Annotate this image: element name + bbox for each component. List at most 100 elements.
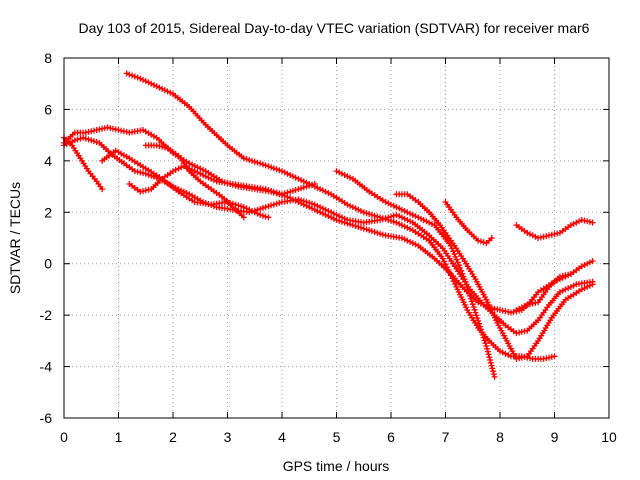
data-point <box>502 350 509 357</box>
data-point <box>289 187 296 194</box>
data-point <box>473 312 480 319</box>
data-point <box>161 87 168 94</box>
series-markers <box>123 70 558 362</box>
data-point <box>355 223 362 230</box>
data-point <box>379 216 386 223</box>
data-point <box>537 234 544 241</box>
data-point <box>374 229 381 236</box>
data-point <box>487 359 494 366</box>
data-point <box>289 173 296 180</box>
data-point <box>246 157 253 163</box>
data-series <box>61 70 596 380</box>
data-point <box>314 202 321 209</box>
data-point <box>529 232 536 239</box>
data-point <box>273 189 280 196</box>
series-markers <box>61 124 574 316</box>
series-track-9 <box>393 191 596 362</box>
data-point <box>546 354 553 361</box>
data-point <box>344 201 351 208</box>
data-point <box>336 169 343 176</box>
data-point <box>336 213 343 220</box>
data-point <box>366 211 373 217</box>
data-point <box>287 188 294 195</box>
data-point <box>578 286 585 293</box>
data-point <box>200 166 206 173</box>
data-point <box>507 309 514 316</box>
data-point <box>170 168 176 175</box>
data-point <box>451 251 458 258</box>
data-point <box>254 159 261 166</box>
data-point <box>491 305 498 312</box>
data-point <box>295 196 302 203</box>
data-point <box>404 209 411 216</box>
y-tick-label: -2 <box>40 307 53 323</box>
data-point <box>543 233 550 240</box>
data-point <box>570 220 577 227</box>
data-point <box>491 373 498 380</box>
data-point <box>488 235 495 241</box>
data-point <box>205 174 212 181</box>
data-point <box>401 223 408 230</box>
data-point <box>123 70 130 77</box>
data-point <box>529 300 536 307</box>
data-point <box>186 160 193 167</box>
data-point <box>527 231 533 238</box>
data-point <box>459 270 466 277</box>
data-point <box>349 204 356 211</box>
data-point <box>328 209 335 216</box>
data-point <box>197 165 204 172</box>
data-point <box>243 205 250 212</box>
data-point <box>262 162 269 169</box>
data-point <box>131 73 138 80</box>
data-point <box>401 215 408 222</box>
data-point <box>110 125 116 132</box>
data-point <box>347 202 354 209</box>
data-point <box>189 161 196 168</box>
data-point <box>385 200 392 207</box>
data-point <box>452 253 459 260</box>
data-point <box>371 212 378 219</box>
data-point <box>314 208 321 214</box>
data-point <box>562 272 569 279</box>
data-point <box>428 220 435 227</box>
data-point <box>251 158 258 165</box>
data-point <box>363 226 370 233</box>
chart-title: Day 103 of 2015, Sidereal Day-to-day VTE… <box>79 20 590 36</box>
x-tick-label: 5 <box>333 429 341 445</box>
data-point <box>454 259 461 266</box>
data-point <box>210 177 217 184</box>
data-point <box>338 170 345 177</box>
data-point <box>556 289 563 295</box>
series-markers <box>142 142 247 221</box>
data-point <box>333 211 340 218</box>
data-point <box>396 220 403 227</box>
data-point <box>303 199 310 205</box>
data-point <box>393 204 400 211</box>
data-point <box>404 217 411 223</box>
data-point <box>589 219 596 226</box>
data-point <box>513 307 520 313</box>
data-point <box>499 349 506 356</box>
series-track-11 <box>513 217 596 241</box>
data-point <box>268 187 275 194</box>
data-point <box>191 163 198 169</box>
data-point <box>88 128 95 135</box>
data-point <box>238 203 245 210</box>
data-point <box>295 186 302 193</box>
data-point <box>368 211 375 218</box>
series-markers <box>513 258 596 313</box>
series-markers <box>333 168 498 380</box>
data-point <box>85 136 92 143</box>
data-point <box>407 218 414 225</box>
data-point <box>208 175 215 182</box>
x-tick-label: 6 <box>387 429 395 445</box>
data-point <box>366 227 373 234</box>
data-point <box>401 208 408 214</box>
data-point <box>458 267 465 274</box>
data-point <box>319 187 326 194</box>
data-point <box>388 213 394 220</box>
data-point <box>91 138 97 145</box>
data-point <box>518 354 525 361</box>
data-point <box>581 217 588 224</box>
series-markers <box>126 163 318 198</box>
